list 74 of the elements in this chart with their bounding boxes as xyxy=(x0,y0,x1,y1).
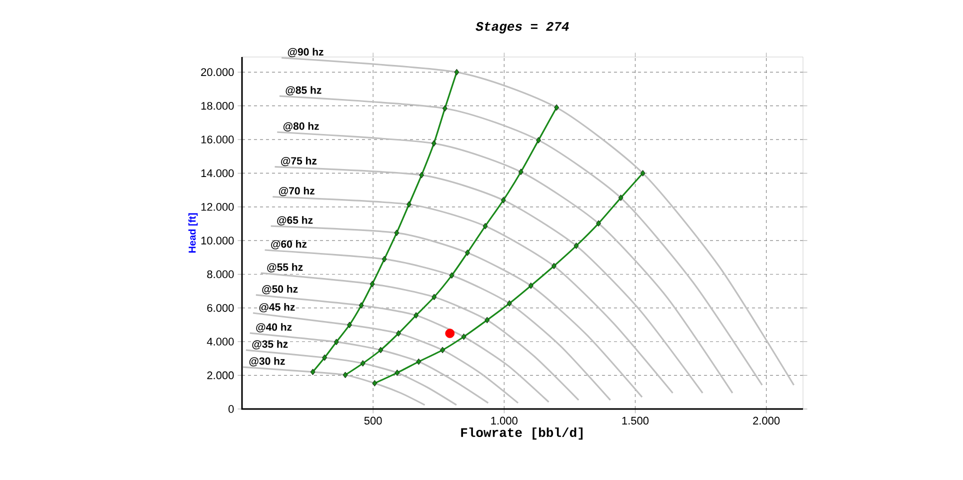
line-series xyxy=(249,332,489,404)
point xyxy=(322,354,328,361)
point xyxy=(378,346,384,354)
point xyxy=(618,194,624,201)
x-tick-label: 1.500 xyxy=(622,416,649,425)
series-label: @30 hz xyxy=(249,357,285,366)
point xyxy=(554,104,560,111)
point xyxy=(552,262,556,270)
series-label: @45 hz xyxy=(259,303,295,312)
line-series xyxy=(245,349,458,406)
y-tick-label: 20.000 xyxy=(201,68,234,76)
point xyxy=(394,370,400,376)
point xyxy=(506,300,512,307)
y-tick-label: 16.000 xyxy=(201,136,234,144)
x-axis-title: Flowrate [bbl/d] xyxy=(461,427,583,440)
point xyxy=(465,250,470,256)
y-axis-title: Head [ft] xyxy=(188,213,198,253)
x-tick-label: 500 xyxy=(364,416,382,425)
point xyxy=(396,330,401,337)
point xyxy=(406,201,412,208)
series-label: @65 hz xyxy=(277,216,313,226)
point xyxy=(500,196,506,204)
series-label: @75 hz xyxy=(281,156,317,166)
point xyxy=(414,312,419,319)
y-tick-label: 18.000 xyxy=(201,102,234,110)
point xyxy=(360,360,366,367)
series-label: @35 hz xyxy=(252,340,288,350)
y-tick-label: 0 xyxy=(228,405,234,413)
point xyxy=(536,137,541,144)
point xyxy=(358,302,364,309)
y-tick-label: 6.000 xyxy=(207,304,234,312)
x-tick-label: 2.000 xyxy=(753,416,780,425)
y-tick-label: 12.000 xyxy=(201,203,234,211)
point xyxy=(394,230,400,236)
point xyxy=(528,282,534,289)
point xyxy=(347,322,352,328)
point xyxy=(574,242,579,249)
series-label: @60 hz xyxy=(271,240,307,250)
point xyxy=(449,272,454,279)
point xyxy=(372,380,378,386)
x-tick-label: 1.000 xyxy=(491,416,518,425)
point xyxy=(370,280,375,288)
point xyxy=(419,172,424,178)
point xyxy=(482,222,488,230)
y-tick-label: 14.000 xyxy=(201,169,234,178)
point xyxy=(461,334,466,340)
chart-title: Stages = 274 xyxy=(476,22,569,34)
series-label: @90 hz xyxy=(288,48,324,58)
y-tick-label: 10.000 xyxy=(201,236,234,244)
point xyxy=(442,105,448,112)
point xyxy=(416,358,422,365)
point xyxy=(432,294,437,300)
point xyxy=(640,170,646,176)
point xyxy=(382,256,387,262)
point xyxy=(518,168,524,176)
point xyxy=(454,68,460,76)
series-label: @70 hz xyxy=(278,186,314,196)
y-tick-label: 2.000 xyxy=(207,371,234,380)
point xyxy=(596,220,601,227)
point xyxy=(445,328,455,338)
point xyxy=(431,140,436,147)
point xyxy=(484,316,490,324)
line-series xyxy=(242,366,426,406)
series-label: @55 hz xyxy=(267,263,303,272)
series-label: @50 hz xyxy=(262,285,298,294)
point xyxy=(334,338,339,346)
point xyxy=(342,372,348,378)
point xyxy=(440,346,445,354)
series-label: @40 hz xyxy=(256,323,292,332)
y-tick-label: 8.000 xyxy=(207,270,234,278)
y-tick-label: 4.000 xyxy=(206,338,234,346)
series-label: @80 hz xyxy=(283,122,319,132)
point xyxy=(310,368,316,376)
series-label: @85 hz xyxy=(286,86,322,96)
